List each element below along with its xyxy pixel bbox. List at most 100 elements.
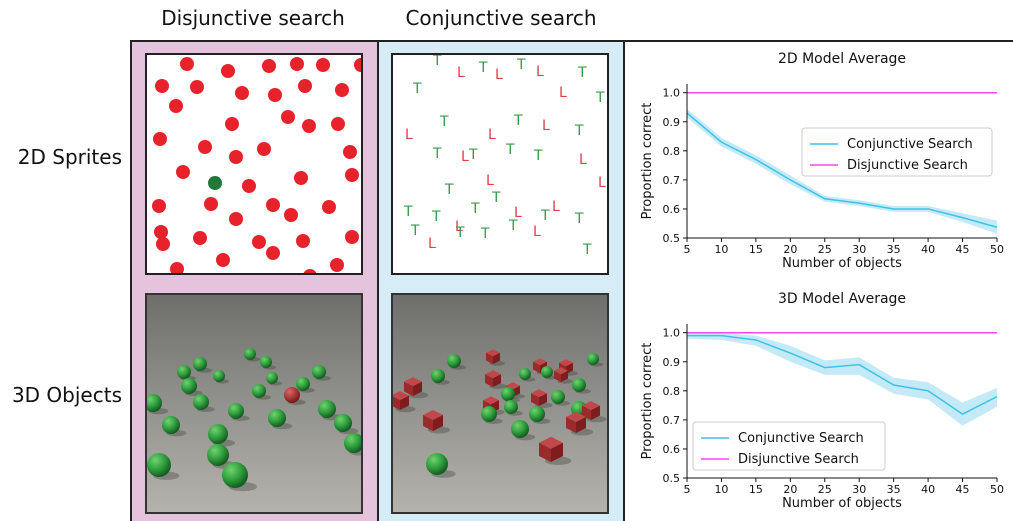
red-l-letter: L	[486, 173, 494, 189]
green-sphere	[162, 416, 180, 434]
x-axis-label: Number of objects	[782, 256, 902, 271]
x-tick-label: 35	[887, 483, 901, 496]
red-distractor-dot	[204, 197, 218, 211]
red-distractor-dot	[298, 79, 312, 93]
x-tick-label: 30	[852, 243, 866, 256]
green-sphere	[312, 365, 326, 379]
y-tick-label: 0.6	[663, 443, 681, 456]
green-t-letter: T	[582, 242, 592, 258]
red-distractor-dot	[229, 212, 243, 226]
x-tick-label: 10	[714, 483, 728, 496]
conjunctive-confidence-band	[687, 108, 997, 234]
red-cube	[554, 367, 568, 382]
x-tick-label: 50	[990, 483, 1004, 496]
x-tick-label: 35	[887, 243, 901, 256]
red-distractor-dot	[316, 58, 330, 72]
conjunctive-confidence-band	[687, 332, 997, 426]
red-distractor-dot	[354, 58, 368, 72]
green-sphere	[431, 369, 445, 383]
red-distractor-dot	[235, 86, 249, 100]
green-sphere	[177, 365, 191, 379]
red-distractor-dot	[262, 59, 276, 73]
green-t-letter: T	[595, 90, 605, 106]
chart-legend: Conjunctive Search Disjunctive Search	[692, 421, 886, 471]
green-sphere	[426, 453, 448, 475]
red-l-letter: L	[598, 175, 606, 191]
y-tick-label: 0.7	[663, 414, 681, 427]
green-sphere	[519, 368, 531, 380]
x-tick-label: 20	[783, 483, 797, 496]
green-sphere	[213, 370, 225, 382]
green-sphere	[318, 400, 336, 418]
red-distractor-dot	[330, 258, 344, 272]
conjunctive-search-line	[686, 112, 998, 228]
green-t-letter: T	[540, 208, 550, 224]
red-distractor-dot	[257, 142, 271, 156]
green-t-letter: T	[444, 182, 454, 198]
green-sphere	[147, 394, 162, 412]
red-cube	[485, 370, 501, 387]
y-axis-label: Proportion correct	[640, 103, 655, 220]
red-sphere	[284, 387, 300, 403]
red-distractor-dot	[155, 79, 169, 93]
green-sphere	[501, 387, 515, 401]
green-t-letter: T	[505, 142, 515, 158]
red-distractor-dot	[152, 199, 166, 213]
chart-title: 3D Model Average	[778, 291, 906, 307]
red-distractor-dot	[345, 168, 359, 182]
green-sphere	[268, 409, 286, 427]
green-t-letter: T	[410, 223, 420, 239]
red-distractor-dot	[156, 237, 170, 251]
green-sphere	[334, 414, 352, 432]
dot-field	[152, 57, 368, 303]
green-t-letter: T	[412, 81, 422, 97]
green-t-letter: T	[432, 55, 442, 69]
x-tick-label: 40	[921, 243, 935, 256]
3d-spheres-scene	[147, 295, 361, 512]
red-distractor-dot	[281, 110, 295, 124]
conjunctive-3d-render	[391, 293, 609, 514]
green-t-letter: T	[513, 113, 523, 129]
red-l-letter: L	[533, 224, 541, 240]
row-title-3d-objects: 3D Objects	[11, 383, 122, 407]
red-distractor-dot	[296, 234, 310, 248]
x-tick-label: 25	[818, 483, 832, 496]
green-t-letter: T	[491, 190, 501, 206]
red-cube	[393, 391, 409, 410]
red-l-letter: L	[461, 149, 469, 165]
red-l-letter: L	[579, 152, 587, 168]
green-sphere	[587, 353, 599, 365]
red-l-letter: L	[488, 127, 496, 143]
red-l-letter: L	[559, 85, 567, 101]
green-sphere	[511, 420, 529, 438]
red-l-letter: L	[542, 118, 550, 134]
green-t-letter: T	[516, 57, 526, 73]
conjunctive-search-line	[687, 334, 998, 415]
x-axis-label: Number of objects	[782, 496, 902, 511]
column-title-disjunctive: Disjunctive search	[161, 6, 345, 30]
red-cube	[539, 436, 563, 462]
green-sphere	[572, 378, 586, 392]
green-t-letter: T	[432, 146, 442, 162]
legend-label: Disjunctive Search	[847, 158, 968, 173]
red-distractor-dot	[294, 171, 308, 185]
red-l-letter: L	[405, 127, 413, 143]
red-distractor-dot	[266, 246, 280, 260]
green-t-letter: T	[470, 201, 480, 217]
green-sphere	[193, 394, 209, 410]
row-title-2d-sprites: 2D Sprites	[17, 145, 122, 169]
red-distractor-dot	[193, 231, 207, 245]
red-distractor-dot	[169, 99, 183, 113]
red-distractor-dot	[221, 64, 235, 78]
green-sphere	[266, 372, 278, 384]
green-t-letter: T	[431, 209, 441, 225]
green-sphere	[244, 348, 256, 360]
green-t-letter: T	[574, 123, 584, 139]
legend-label: Conjunctive Search	[738, 431, 864, 446]
green-t-letter: T	[533, 148, 543, 164]
x-tick-label: 45	[956, 243, 970, 256]
green-t-letter: T	[508, 218, 518, 234]
red-distractor-dot	[322, 200, 336, 214]
